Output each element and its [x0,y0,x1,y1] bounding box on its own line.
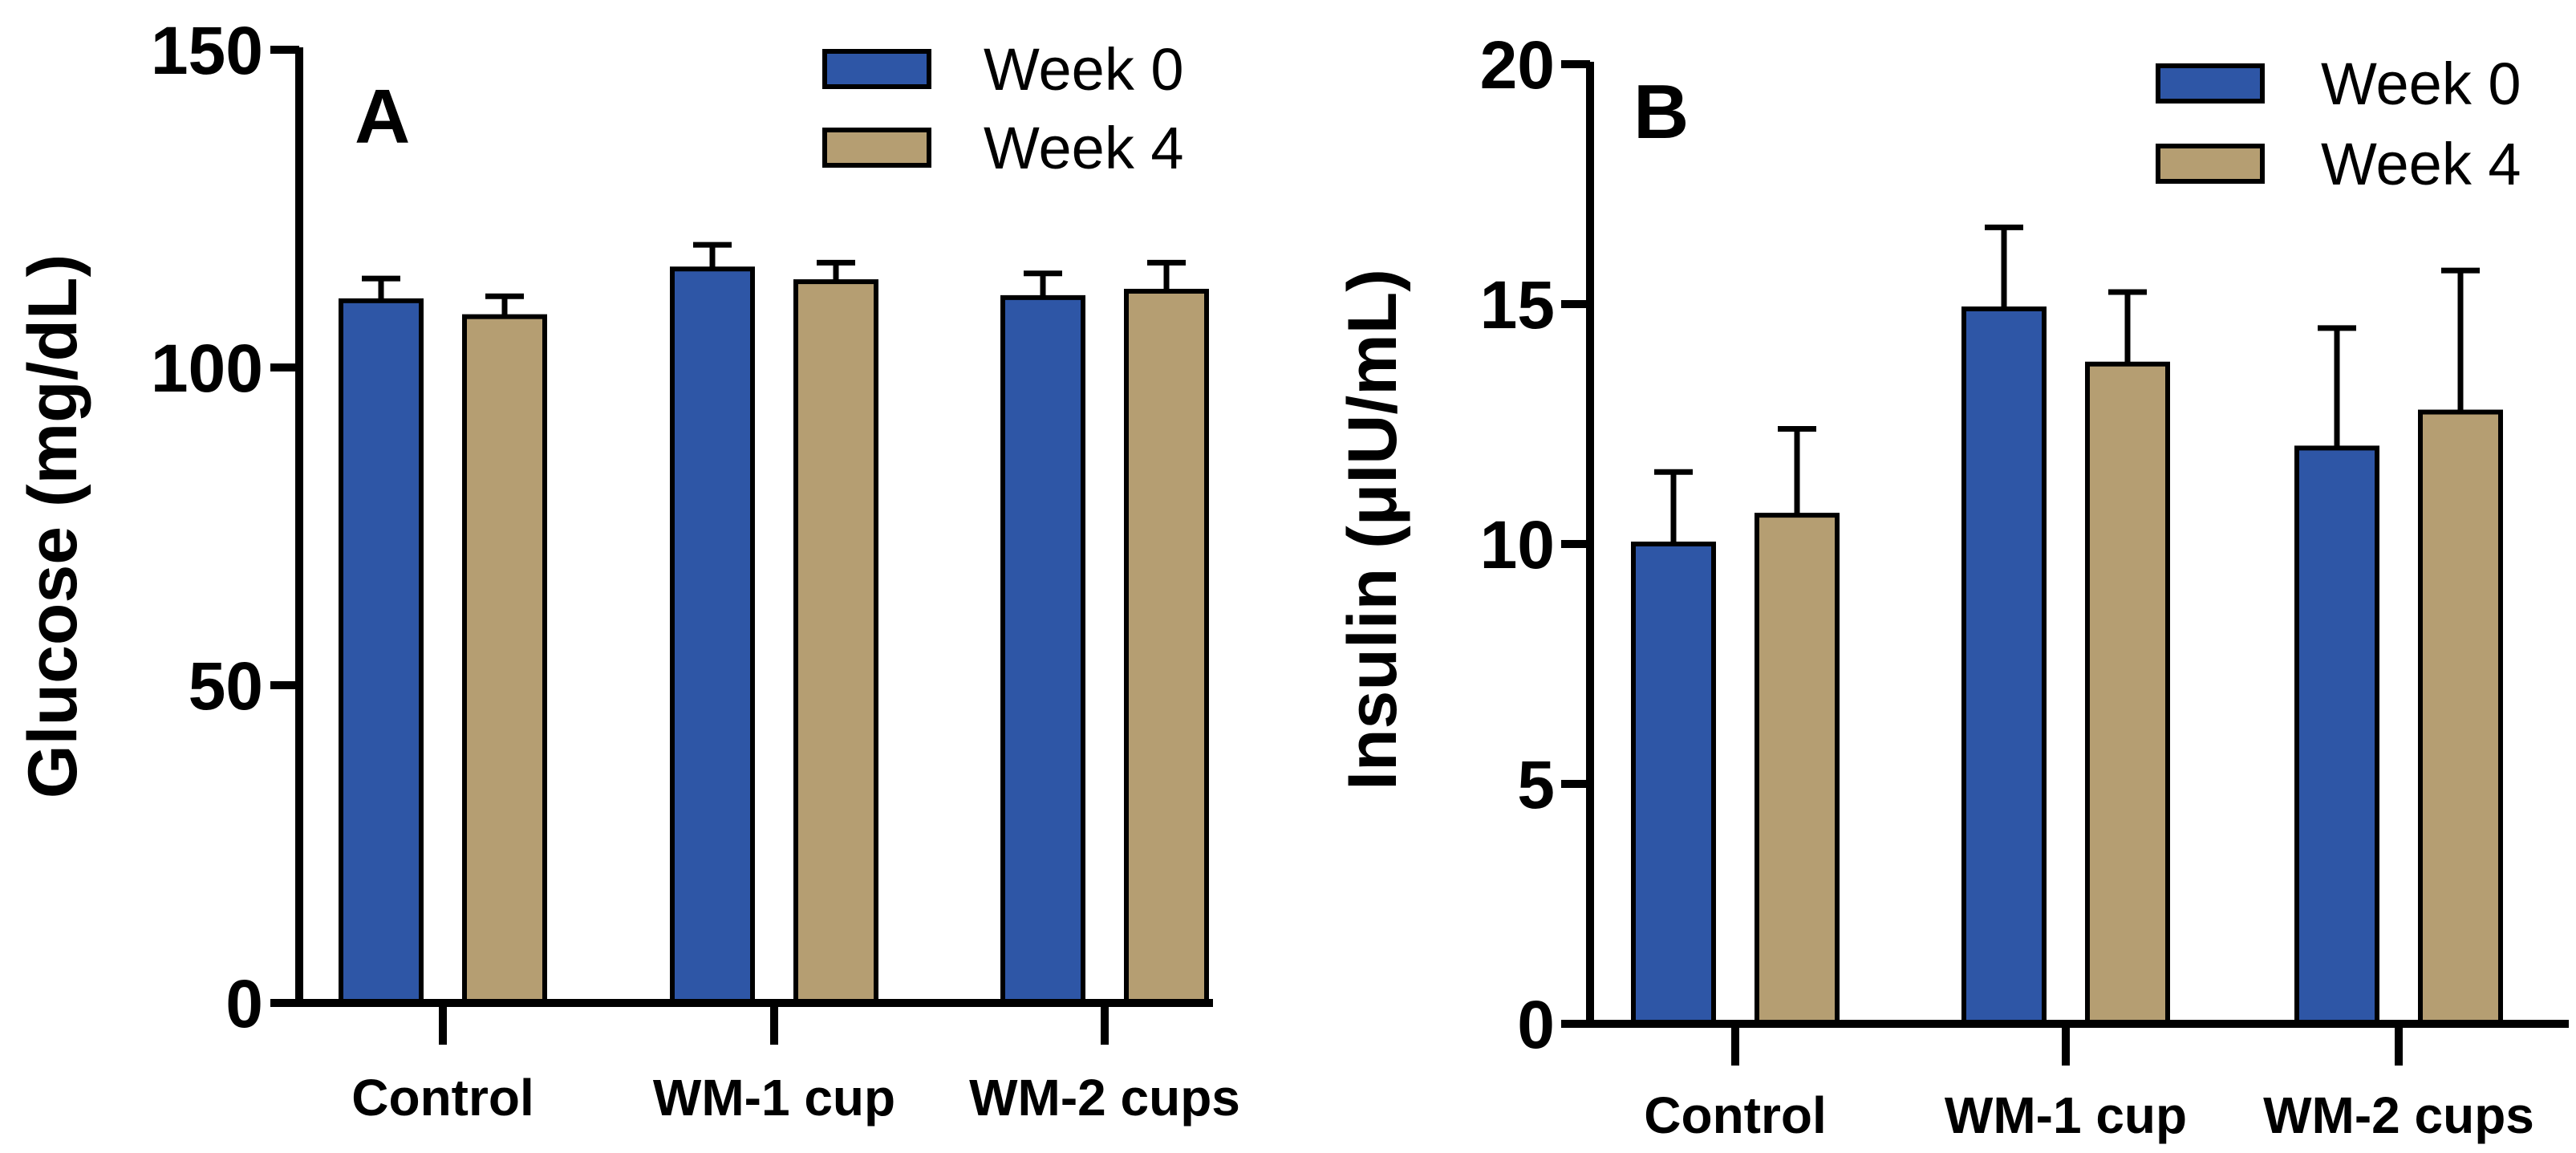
bar-wm-2-cups-week-0 [1000,294,1085,1005]
y-tick-label: 20 [1480,27,1555,103]
bar-wm-1-cup-week-4 [793,279,878,1005]
y-tick-label: 100 [151,331,263,406]
y-tick-label: 0 [1517,987,1555,1062]
legend-swatch-week-0 [822,49,931,89]
legend-swatch-week-0 [2156,63,2265,104]
x-tick-label-control: Control [1644,1086,1827,1144]
legend-label-week-4: Week 4 [984,115,1184,181]
bar-wm-1-cup-week-0 [1961,306,2047,1027]
legend-swatch-week-4 [822,128,931,168]
bar-wm-1-cup-week-4 [2085,361,2170,1026]
y-tick-label: 50 [189,648,263,724]
bar-control-week-0 [339,298,424,1005]
bar-control-week-4 [462,314,547,1005]
bar-wm-2-cups-week-4 [2418,409,2503,1026]
legend-label-week-4: Week 4 [2321,131,2521,197]
y-tick-label: 150 [151,13,263,88]
bar-control-week-4 [1755,513,1840,1026]
y-tick-label: 15 [1480,267,1555,343]
y-axis-label: Glucose (mg/dL) [14,254,91,798]
x-tick-label-wm-1-cup: WM-1 cup [653,1069,895,1127]
x-tick-label-wm-2-cups: WM-2 cups [969,1069,1240,1127]
y-tick-label: 5 [1517,747,1555,822]
panel-label: B [1633,69,1689,155]
bar-wm-2-cups-week-0 [2294,445,2379,1026]
x-tick-label-wm-2-cups: WM-2 cups [2263,1086,2534,1144]
y-tick-label: 10 [1480,507,1555,583]
y-axis-label: Insulin (μIU/mL) [1334,269,1411,790]
x-tick-label-wm-1-cup: WM-1 cup [1945,1086,2187,1144]
legend-label-week-0: Week 0 [984,36,1184,103]
legend-label-week-0: Week 0 [2321,51,2521,117]
bar-wm-2-cups-week-4 [1124,288,1209,1005]
legend-swatch-week-4 [2156,144,2265,184]
x-tick-label-control: Control [351,1069,534,1127]
y-tick-label: 0 [225,966,263,1041]
panel-label: A [355,74,410,160]
bar-wm-1-cup-week-0 [670,266,755,1005]
bar-control-week-0 [1631,542,1716,1026]
